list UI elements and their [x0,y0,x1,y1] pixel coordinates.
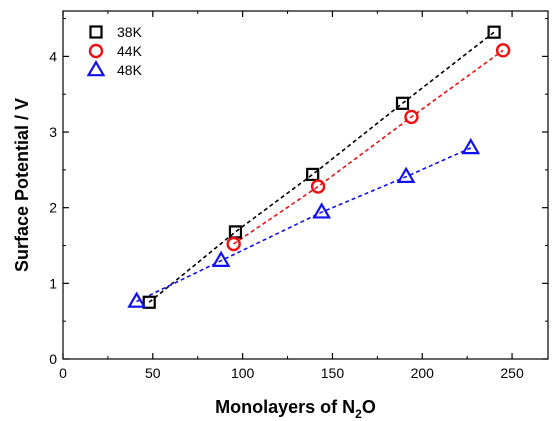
data-point-44K [226,236,241,252]
legend: 38K 44K 48K [86,24,143,78]
data-point-48K [211,250,231,267]
data-markers [127,25,511,309]
x-tick-label: 100 [231,365,255,381]
y-tick-label: 3 [49,124,57,140]
x-tick-label: 50 [145,365,161,381]
y-tick-label: 0 [49,351,57,367]
series-line-38K [148,31,495,303]
axis-ticks: 0 50 100 150 200 250 0 1 2 3 4 [49,11,548,381]
x-axis-title-tail: O [362,397,376,417]
x-tick-label: 250 [500,365,524,381]
data-point-38K [395,96,410,110]
y-tick-label: 2 [49,200,57,216]
legend-label-44K: 44K [117,43,143,59]
x-tick-label: 150 [321,365,345,381]
data-point-48K [312,202,332,219]
data-point-48K [461,137,481,155]
fit-lines [136,31,504,303]
x-axis-title-main: Monolayers of N [215,397,355,417]
legend-label-48K: 48K [117,62,143,78]
y-tick-label: 1 [49,275,57,291]
legend-marker-44K [88,43,104,59]
data-point-38K [306,167,320,182]
data-point-48K [127,291,147,308]
data-point-48K [396,166,416,183]
legend-label-38K: 38K [117,24,143,40]
legend-marker-48K [86,59,106,77]
legend-marker-38K [89,25,103,39]
x-axis-title: Monolayers of N2O [215,397,376,421]
x-axis-title-subscript: 2 [355,407,362,421]
data-point-44K [495,43,511,58]
data-point-44K [404,109,419,125]
y-tick-label: 4 [49,48,57,64]
x-tick-label: 200 [411,365,435,381]
data-point-38K [142,295,156,309]
plot-frame [62,10,549,360]
plot-border [62,10,549,360]
x-tick-label: 0 [59,365,67,381]
data-point-44K [310,179,326,194]
y-axis-title: Surface Potential / V [12,98,32,272]
data-point-38K [487,25,501,39]
series-line-48K [136,147,472,303]
series-line-44K [233,49,504,245]
